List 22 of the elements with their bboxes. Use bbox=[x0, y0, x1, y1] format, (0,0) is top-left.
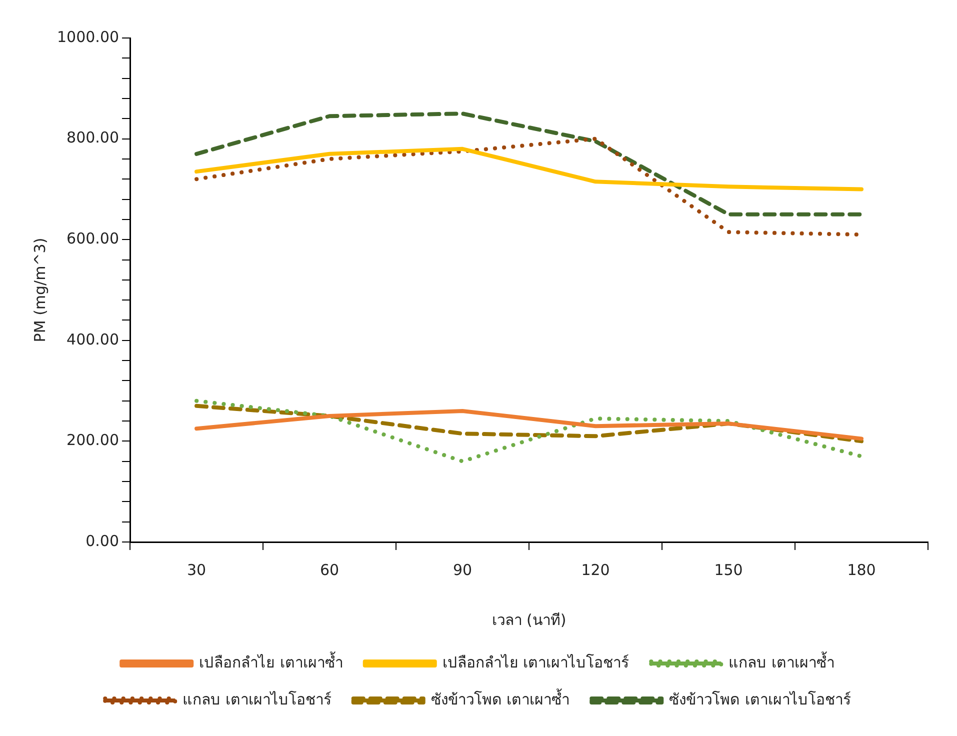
y-axis-title: PM (mg/m^3) bbox=[30, 238, 49, 342]
x-axis-title: เวลา (นาที) bbox=[492, 610, 566, 629]
legend-label: เปลือกลำไย เตาเผาไบโอชาร์ bbox=[442, 653, 630, 672]
x-tick-label: 120 bbox=[581, 560, 610, 579]
line-series bbox=[194, 398, 864, 464]
x-tick-label: 90 bbox=[452, 560, 472, 579]
x-tick-label: 150 bbox=[714, 560, 743, 579]
y-tick-label: 800.00 bbox=[66, 128, 120, 147]
y-tick-label: 1000.00 bbox=[57, 28, 120, 46]
legend-label: ซังข้าวโพด เตาเผาไบโอชาร์ bbox=[669, 690, 851, 708]
y-tick-label: 200.00 bbox=[66, 431, 120, 450]
x-tick-label: 30 bbox=[186, 560, 206, 579]
x-tick-label: 60 bbox=[320, 560, 340, 579]
line-series bbox=[194, 112, 864, 216]
x-tick-label: 180 bbox=[847, 560, 876, 579]
y-tick-label: 400.00 bbox=[66, 330, 120, 348]
y-tick-label: 600.00 bbox=[66, 229, 120, 248]
legend-label: เปลือกลำไย เตาเผาซ้ำ bbox=[199, 651, 343, 672]
legend-label: แกลบ เตาเผาซ้ำ bbox=[728, 651, 834, 672]
legend-label: แกลบ เตาเผาไบโอชาร์ bbox=[182, 690, 332, 708]
legend-label: ซังข้าวโพด เตาเผาซ้ำ bbox=[430, 688, 570, 708]
y-tick-label: 0.00 bbox=[86, 532, 120, 550]
